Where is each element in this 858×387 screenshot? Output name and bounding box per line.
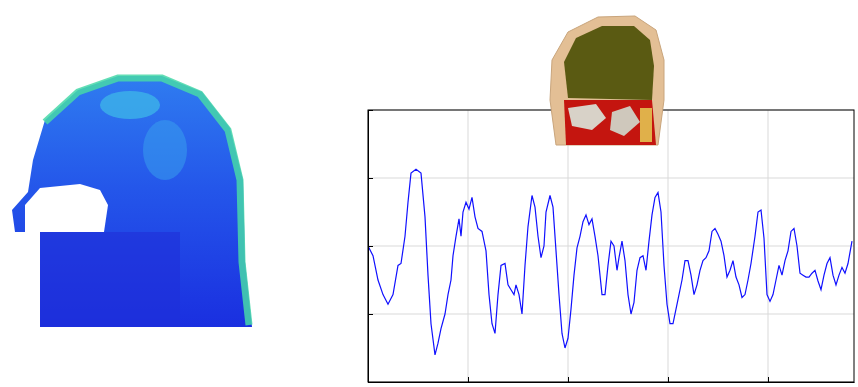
x-axis-tick xyxy=(668,377,669,382)
y-axis-tick xyxy=(368,246,373,247)
x-axis xyxy=(369,377,855,383)
grid xyxy=(368,110,854,382)
model-brain xyxy=(564,26,654,100)
x-axis-tick-mark xyxy=(568,377,569,382)
x-axis-tick xyxy=(468,377,469,382)
plot-frame xyxy=(368,110,854,382)
model-bone xyxy=(610,106,640,136)
model-face-tissue xyxy=(564,100,656,145)
y-axis-tick-mark xyxy=(368,246,373,247)
y-axis-tick xyxy=(368,110,373,111)
signal-line xyxy=(368,169,852,355)
y-axis-tick xyxy=(368,382,373,383)
figure xyxy=(0,0,858,387)
x-axis-line xyxy=(369,382,855,383)
model-outer xyxy=(550,16,664,145)
bright-spot xyxy=(143,120,187,180)
neck-shade xyxy=(40,232,180,327)
y-axis-tick-mark xyxy=(368,314,373,315)
x-axis-tick xyxy=(568,377,569,382)
y-axis-tick-mark xyxy=(368,110,373,111)
y-axis-tick xyxy=(368,178,373,179)
head-model xyxy=(550,16,664,145)
grid-line-y xyxy=(368,314,854,315)
x-axis-tick-mark xyxy=(768,377,769,382)
y-axis-tick xyxy=(368,314,373,315)
x-axis-tick-mark xyxy=(668,377,669,382)
head-silhouette xyxy=(12,76,252,327)
bright-spot xyxy=(100,91,160,119)
x-axis-tick xyxy=(768,377,769,382)
grid-line-y xyxy=(368,178,854,179)
head-field-map xyxy=(12,76,252,327)
cavity xyxy=(25,184,108,232)
x-axis-tick-mark xyxy=(468,377,469,382)
y-axis-tick-mark xyxy=(368,178,373,179)
model-bone xyxy=(568,104,606,130)
y-axis-tick-mark xyxy=(368,382,373,383)
y-axis xyxy=(368,111,373,383)
model-vertebra xyxy=(640,108,652,142)
plot-area xyxy=(368,169,852,355)
chart xyxy=(368,110,855,383)
